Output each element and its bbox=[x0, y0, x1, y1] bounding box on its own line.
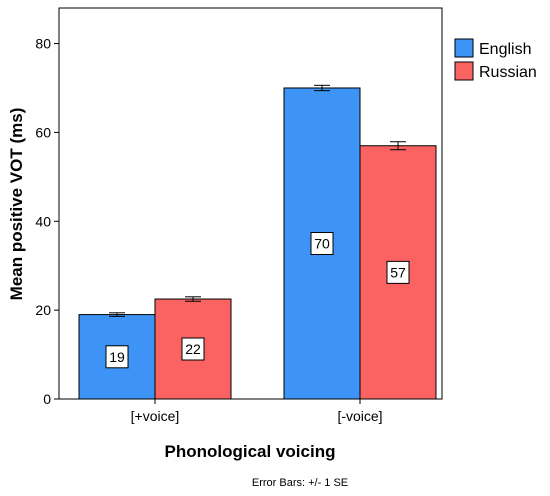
y-tick-label: 60 bbox=[35, 124, 51, 140]
legend: English Russian bbox=[454, 38, 537, 81]
error-bar-footnote: Error Bars: +/- 1 SE bbox=[252, 477, 348, 489]
legend-swatch bbox=[454, 61, 474, 81]
legend-label: Russian bbox=[479, 64, 537, 81]
x-axis-title: Phonological voicing bbox=[165, 442, 336, 461]
data-label: 57 bbox=[390, 264, 406, 280]
y-axis: 0 20 40 60 80 bbox=[35, 36, 59, 407]
y-tick-label: 80 bbox=[35, 36, 51, 52]
data-label: 70 bbox=[314, 235, 330, 251]
x-axis: [+voice] [-voice] bbox=[131, 399, 383, 424]
data-label-box bbox=[310, 231, 334, 255]
bars: 19 22 70 57 bbox=[78, 84, 437, 400]
legend-swatch bbox=[454, 38, 474, 58]
data-label-box bbox=[386, 260, 410, 284]
y-tick-label: 0 bbox=[43, 391, 51, 407]
data-label: 19 bbox=[109, 349, 125, 365]
y-tick-label: 20 bbox=[35, 302, 51, 318]
x-tick-label: [-voice] bbox=[337, 408, 382, 424]
data-label: 22 bbox=[185, 341, 201, 357]
data-label-box bbox=[181, 337, 205, 361]
data-label-box bbox=[105, 345, 129, 369]
y-tick-label: 40 bbox=[35, 213, 51, 229]
x-tick-label: [+voice] bbox=[131, 408, 180, 424]
legend-label: English bbox=[479, 41, 531, 58]
y-axis-title: Mean positive VOT (ms) bbox=[7, 108, 26, 301]
